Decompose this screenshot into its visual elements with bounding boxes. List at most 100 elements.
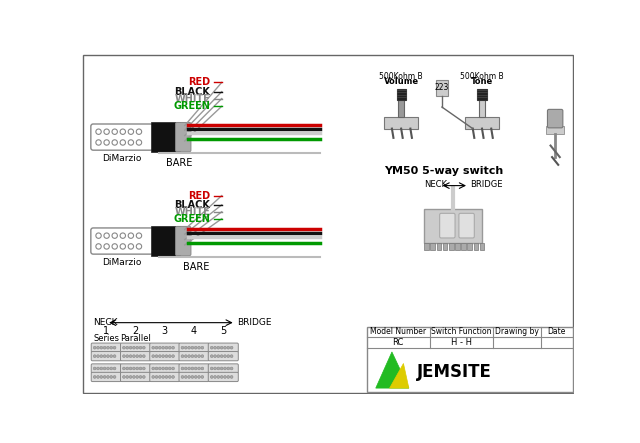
Circle shape bbox=[223, 376, 227, 378]
FancyBboxPatch shape bbox=[175, 226, 191, 256]
Circle shape bbox=[217, 367, 220, 370]
Circle shape bbox=[143, 367, 145, 370]
Circle shape bbox=[155, 367, 158, 370]
Circle shape bbox=[120, 129, 125, 134]
Polygon shape bbox=[376, 352, 409, 388]
Bar bbox=[465, 117, 499, 128]
Bar bbox=[480, 243, 484, 249]
Circle shape bbox=[181, 355, 184, 358]
Circle shape bbox=[132, 346, 135, 349]
Circle shape bbox=[97, 346, 99, 349]
Text: WHITE: WHITE bbox=[175, 93, 210, 104]
Text: WHITE: WHITE bbox=[175, 207, 210, 217]
Circle shape bbox=[165, 355, 168, 358]
Circle shape bbox=[123, 346, 125, 349]
Circle shape bbox=[152, 367, 155, 370]
Circle shape bbox=[129, 346, 132, 349]
Circle shape bbox=[162, 367, 164, 370]
Circle shape bbox=[103, 376, 106, 378]
Circle shape bbox=[112, 140, 117, 145]
Circle shape bbox=[227, 346, 230, 349]
Bar bbox=[474, 243, 478, 249]
Circle shape bbox=[195, 376, 197, 378]
Text: BARE: BARE bbox=[166, 158, 193, 168]
Circle shape bbox=[136, 129, 141, 134]
Circle shape bbox=[191, 346, 194, 349]
Circle shape bbox=[136, 355, 139, 358]
Bar bbox=[455, 243, 460, 249]
Circle shape bbox=[129, 376, 132, 378]
Circle shape bbox=[165, 346, 168, 349]
Bar bbox=[424, 243, 429, 249]
Circle shape bbox=[152, 346, 155, 349]
Text: 2: 2 bbox=[132, 326, 139, 336]
Circle shape bbox=[172, 355, 175, 358]
Circle shape bbox=[123, 376, 125, 378]
Circle shape bbox=[143, 355, 145, 358]
Circle shape bbox=[93, 376, 96, 378]
Text: Model Number: Model Number bbox=[370, 327, 426, 336]
Circle shape bbox=[103, 367, 106, 370]
FancyBboxPatch shape bbox=[208, 343, 238, 352]
Circle shape bbox=[172, 346, 175, 349]
Circle shape bbox=[198, 355, 200, 358]
Circle shape bbox=[106, 346, 109, 349]
Circle shape bbox=[110, 367, 113, 370]
Circle shape bbox=[211, 355, 213, 358]
Circle shape bbox=[126, 355, 129, 358]
Bar bbox=[398, 99, 404, 117]
Circle shape bbox=[143, 346, 145, 349]
Text: 223: 223 bbox=[435, 83, 449, 92]
Circle shape bbox=[143, 376, 145, 378]
FancyBboxPatch shape bbox=[179, 372, 209, 381]
Circle shape bbox=[103, 346, 106, 349]
Circle shape bbox=[181, 346, 184, 349]
Circle shape bbox=[227, 376, 230, 378]
Circle shape bbox=[195, 355, 197, 358]
Circle shape bbox=[104, 244, 109, 249]
Circle shape bbox=[106, 367, 109, 370]
FancyBboxPatch shape bbox=[91, 124, 153, 150]
Circle shape bbox=[152, 376, 155, 378]
Circle shape bbox=[165, 376, 168, 378]
FancyBboxPatch shape bbox=[440, 214, 455, 238]
Circle shape bbox=[136, 367, 139, 370]
FancyBboxPatch shape bbox=[179, 343, 209, 352]
Bar bbox=[461, 243, 466, 249]
Text: GREEN: GREEN bbox=[173, 101, 210, 111]
Circle shape bbox=[159, 376, 161, 378]
Circle shape bbox=[126, 346, 129, 349]
Text: Parallel: Parallel bbox=[120, 334, 151, 343]
Circle shape bbox=[168, 367, 171, 370]
Circle shape bbox=[188, 376, 191, 378]
FancyBboxPatch shape bbox=[120, 364, 150, 373]
Circle shape bbox=[220, 355, 223, 358]
FancyBboxPatch shape bbox=[459, 214, 474, 238]
Bar bbox=[546, 126, 564, 134]
Circle shape bbox=[230, 355, 233, 358]
Circle shape bbox=[211, 346, 213, 349]
Text: 500Kohm B: 500Kohm B bbox=[380, 72, 423, 81]
Circle shape bbox=[191, 376, 194, 378]
FancyBboxPatch shape bbox=[208, 372, 238, 381]
Circle shape bbox=[128, 129, 134, 134]
Text: BARE: BARE bbox=[183, 262, 210, 272]
Circle shape bbox=[223, 346, 227, 349]
Circle shape bbox=[181, 367, 184, 370]
Circle shape bbox=[220, 346, 223, 349]
Bar bbox=[431, 243, 435, 249]
Text: YM50 5-way switch: YM50 5-way switch bbox=[384, 167, 503, 176]
Circle shape bbox=[159, 346, 161, 349]
FancyBboxPatch shape bbox=[150, 352, 180, 361]
FancyBboxPatch shape bbox=[208, 364, 238, 373]
Polygon shape bbox=[390, 363, 409, 388]
Text: NECK: NECK bbox=[93, 318, 118, 327]
Circle shape bbox=[152, 355, 155, 358]
Circle shape bbox=[184, 376, 187, 378]
Circle shape bbox=[184, 355, 187, 358]
Circle shape bbox=[155, 346, 158, 349]
Circle shape bbox=[162, 376, 164, 378]
Circle shape bbox=[162, 355, 164, 358]
Text: Tone: Tone bbox=[471, 77, 493, 85]
Circle shape bbox=[106, 355, 109, 358]
